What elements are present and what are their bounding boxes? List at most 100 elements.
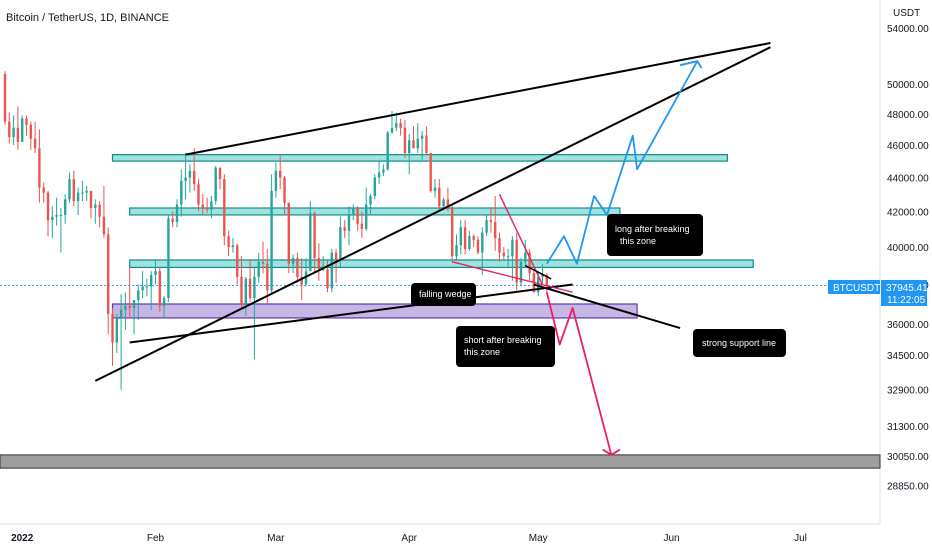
candle-body [205, 207, 209, 210]
resistance-zone-2 [129, 207, 621, 216]
candle-body [59, 214, 63, 216]
candle-body [76, 192, 80, 202]
resistance-zone-3 [129, 259, 754, 269]
candle-body [339, 227, 342, 260]
candle-body [12, 127, 15, 138]
candle-body [261, 261, 265, 264]
candle-body [476, 239, 480, 253]
candle-body [399, 123, 402, 128]
annotation-support: strong support line [693, 329, 786, 357]
candle-body [403, 127, 407, 154]
candle-body [150, 274, 153, 287]
candle-body [236, 245, 239, 277]
candle-body [420, 135, 424, 139]
candle-body [94, 204, 97, 208]
candle-body [502, 252, 505, 257]
annotation-short: short after breaking this zone [456, 326, 555, 367]
last-price-tag: BTCUSDT 37945.41 11:22:05 [828, 280, 928, 306]
candle-body [395, 123, 398, 128]
x-tick-label: Apr [401, 533, 417, 544]
candle-body [175, 204, 179, 222]
candle-body [124, 305, 127, 310]
x-tick-label: Jun [663, 533, 679, 544]
candle-body [111, 313, 114, 343]
candle-body [132, 300, 136, 308]
candle-body [210, 201, 213, 210]
candle-body [38, 148, 41, 188]
x-axis: 2022 Feb Mar Apr May Jun Jul [11, 533, 807, 544]
candle-body [214, 167, 217, 202]
candle-body [223, 179, 226, 237]
candle-body [218, 167, 222, 180]
candle-body [352, 207, 355, 215]
chart-title: Bitcoin / TetherUS, 1D, BINANCE [6, 12, 169, 24]
candle-body [528, 252, 531, 274]
candle-body [519, 261, 523, 283]
y-tick-label: 30050.00 [887, 452, 929, 463]
candle-body [64, 199, 67, 215]
candle-body [3, 74, 7, 122]
channel-upper-line [185, 42, 771, 156]
y-tick-label: 36000.00 [887, 320, 929, 331]
candle-body [468, 236, 471, 249]
candle-body [197, 184, 200, 205]
candle-body [524, 252, 527, 262]
candle-body [541, 274, 544, 277]
candle-body [21, 118, 24, 142]
candle-body [188, 170, 192, 178]
candle-body [244, 278, 247, 304]
last-price-value: 37945.41 [886, 283, 928, 294]
candle-body [334, 252, 338, 260]
y-tick-label: 31300.00 [887, 422, 929, 433]
candle-body [68, 179, 71, 200]
candle-body [279, 170, 282, 178]
annotation-short-line2: this zone [464, 347, 500, 357]
candle-body [309, 213, 312, 272]
annotation-short-line1: short after breaking [464, 335, 542, 345]
candle-body [154, 271, 157, 275]
candle-body [365, 204, 368, 230]
annotation-support-line1: strong support line [702, 338, 776, 348]
candle-body [472, 236, 475, 240]
candle-body [438, 187, 441, 207]
candle-body [455, 245, 458, 257]
candle-body [89, 190, 93, 208]
candle-body [489, 220, 493, 222]
candle-body [343, 227, 346, 231]
candle-body [485, 220, 488, 233]
candle-body [463, 227, 467, 249]
last-price-countdown: 11:22:05 [887, 295, 926, 306]
candle-body [107, 234, 110, 314]
candle-body [266, 263, 269, 291]
candle-body [141, 286, 144, 291]
candle-body [184, 177, 187, 181]
candle-body [8, 121, 11, 138]
candle-body [257, 261, 260, 277]
long-arrow-head [679, 60, 703, 69]
y-tick-label: 28850.00 [887, 482, 929, 493]
zones-layer [0, 154, 881, 469]
candle-body [81, 192, 84, 194]
y-tick-label: 44000.00 [887, 174, 929, 185]
y-tick-label: 42000.00 [887, 207, 929, 218]
candle-body [72, 179, 75, 202]
candle-body [145, 286, 149, 288]
candle-body [459, 227, 462, 246]
candle-body [494, 221, 497, 239]
candle-body [317, 258, 321, 270]
candle-body [253, 276, 256, 299]
candle-body [373, 177, 376, 196]
candle-body [390, 127, 394, 133]
candle-body [446, 199, 450, 208]
candle-body [46, 192, 50, 221]
candle-body [128, 305, 131, 308]
candle-body [296, 258, 299, 277]
candle-body [506, 256, 510, 258]
candle-body [545, 274, 548, 287]
x-tick-label: Feb [147, 533, 165, 544]
candle-body [416, 138, 419, 149]
annotation-wedge: falling wedge [411, 283, 476, 306]
candle-body [171, 218, 174, 222]
drawings-layer [0, 42, 828, 456]
